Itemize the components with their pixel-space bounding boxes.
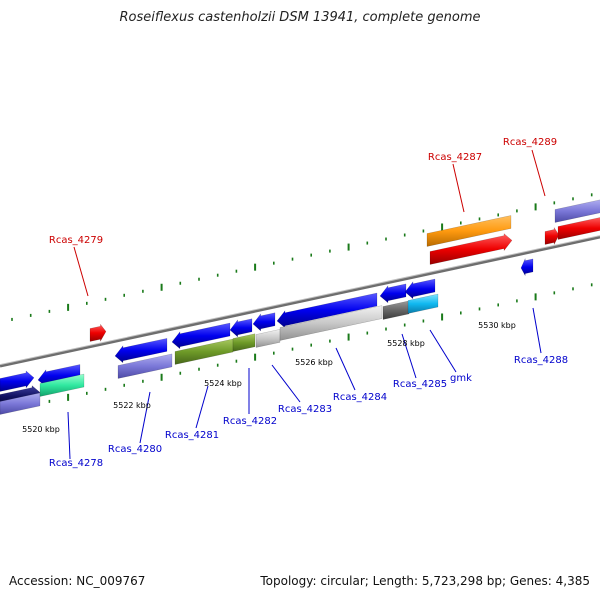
gene-arrow [114,338,168,364]
gene-arrow [0,370,35,392]
position-label: 5526 kbp [295,358,333,367]
top-strand-ticks [11,193,593,321]
gene-label-rcas-4288: Rcas_4288 [514,355,568,366]
gene-label-rcas-4281: Rcas_4281 [165,430,219,441]
leader-line [429,329,457,373]
gene-label-rcas-4283: Rcas_4283 [278,404,332,415]
label-leader-lines [67,149,546,460]
gene-arrow [39,373,85,397]
gene-label-rcas-4284: Rcas_4284 [333,392,387,403]
gene-arrow [89,323,107,343]
leader-line [271,364,301,403]
genome-summary: Topology: circular; Length: 5,723,298 bp… [260,574,590,588]
accession-text: Accession: NC_009767 [9,574,146,588]
gene-arrow [407,293,439,314]
gene-label-gmk: gmk [450,373,472,384]
backbone-line-highlight [0,235,600,366]
leader-line [67,411,71,460]
position-label: 5524 kbp [204,379,242,388]
gene-arrow [544,226,560,245]
position-label: 5522 kbp [113,401,151,410]
leader-line [335,347,356,391]
position-label: 5520 kbp [22,425,60,434]
gene-arrow [0,392,41,415]
gene-arrow [232,333,256,352]
position-label: 5528 kbp [387,339,425,348]
position-labels: 5520 kbp 5522 kbp 5524 kbp 5526 kbp 5528 kbp… [22,321,516,434]
backbone-line [0,235,600,368]
gene-arrow [404,278,436,300]
gene-label-rcas-4285: Rcas_4285 [393,379,447,390]
leader-line [139,391,151,444]
gene-label-rcas-4282: Rcas_4282 [223,416,277,427]
gene-arrow [520,258,534,276]
position-label: 5530 kbp [478,321,516,330]
leader-line [531,149,546,197]
gene-features [0,199,600,415]
gene-arrow [382,300,410,320]
gene-label-rcas-4278: Rcas_4278 [49,458,103,469]
gene-arrow [379,283,407,304]
gene-arrow [229,318,253,338]
gene-arrow [174,338,234,365]
gene-arrow [429,233,513,265]
leader-line [195,385,209,429]
gene-arrow [557,217,600,240]
gene-label-rcas-4289: Rcas_4289 [503,137,557,148]
map-title: Roseiflexus castenholzii DSM 13941, comp… [119,10,481,25]
gene-arrow [426,215,512,247]
gene-arrow [171,322,231,350]
gene-arrow [554,199,600,223]
bottom-strand-ticks [11,283,593,411]
leader-line [73,246,89,297]
gene-arrow [279,305,383,341]
gene-arrow [252,312,276,332]
gene-arrow [255,329,281,348]
gene-label-rcas-4280: Rcas_4280 [108,444,162,455]
leader-line [452,163,465,213]
leader-line [401,333,417,379]
leader-line [532,307,542,354]
gene-arrow [117,353,173,379]
gene-label-rcas-4279: Rcas_4279 [49,235,103,246]
gene-label-rcas-4287: Rcas_4287 [428,152,482,163]
